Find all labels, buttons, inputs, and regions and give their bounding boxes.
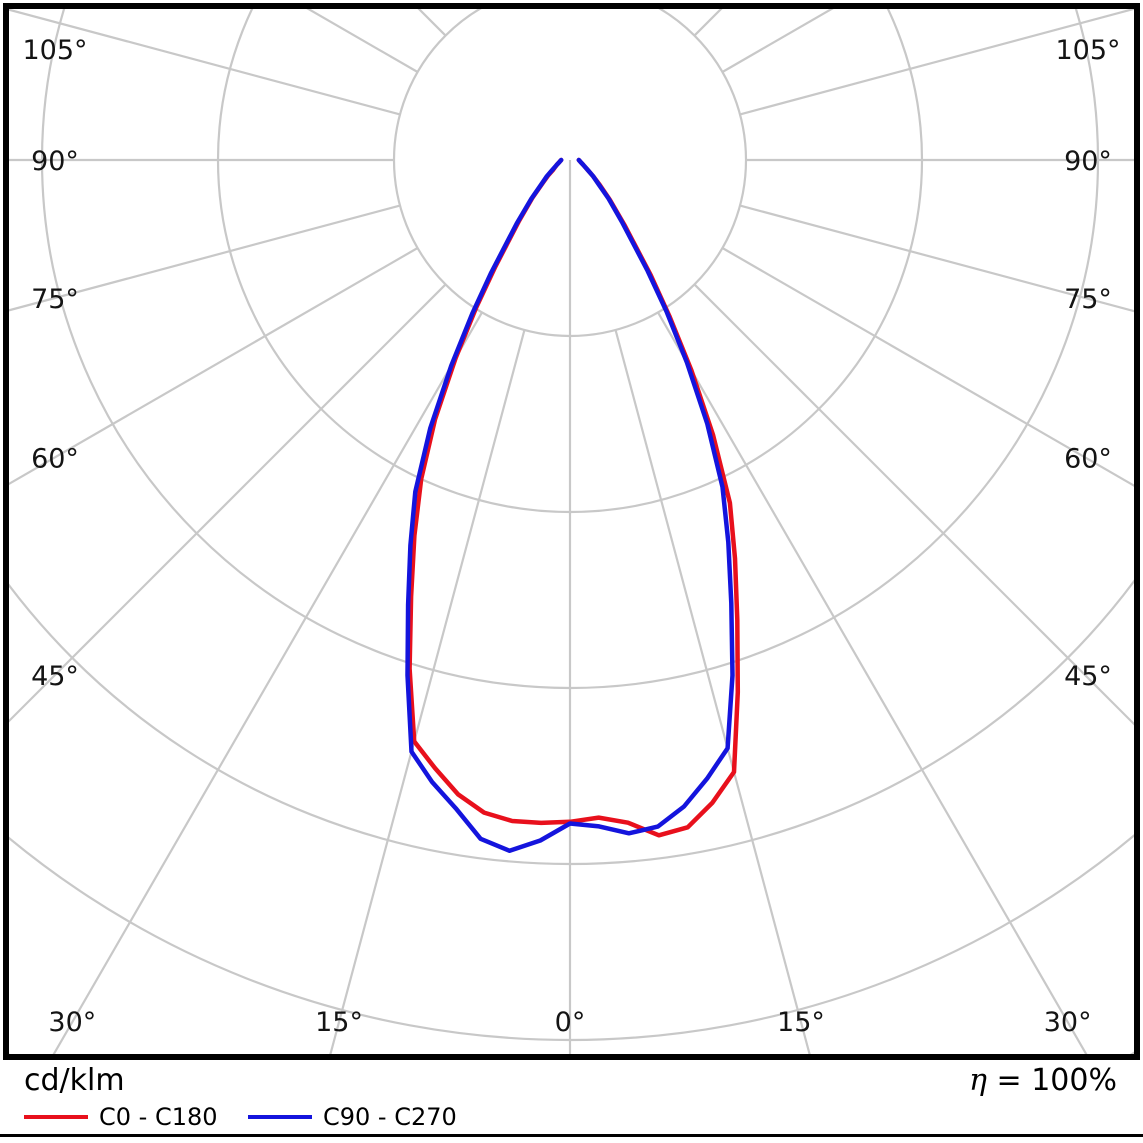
- legend-item-c90-c270: C90 - C270: [248, 1103, 457, 1131]
- legend-line-c0-c180-icon: [24, 1115, 88, 1119]
- eta-equals: =: [996, 1063, 1022, 1098]
- efficiency-value: 100%: [1031, 1063, 1117, 1098]
- svg-text:105°: 105°: [22, 35, 87, 66]
- svg-text:90°: 90°: [31, 146, 79, 177]
- footer-divider: [0, 1134, 1143, 1137]
- svg-text:60°: 60°: [31, 443, 79, 474]
- efficiency-label: η = 100%: [969, 1063, 1117, 1098]
- legend-label-c90-c270: C90 - C270: [323, 1103, 457, 1131]
- svg-text:105°: 105°: [1055, 35, 1120, 66]
- legend-line-c90-c270-icon: [248, 1115, 312, 1119]
- svg-text:75°: 75°: [1064, 284, 1112, 315]
- svg-text:45°: 45°: [1064, 661, 1112, 692]
- polar-diagram-frame: 45° 45° 60° 60° 75° 75° 90° 90° 105° 105° 0° 15° 15°…: [3, 3, 1140, 1060]
- svg-text:15°: 15°: [777, 1007, 825, 1038]
- eta-symbol: η: [969, 1063, 987, 1098]
- svg-text:75°: 75°: [31, 284, 79, 315]
- radial-unit-label: cd/klm: [24, 1063, 125, 1098]
- legend-label-c0-c180: C0 - C180: [99, 1103, 218, 1131]
- legend-item-c0-c180: C0 - C180: [24, 1103, 218, 1131]
- svg-text:30°: 30°: [1044, 1007, 1092, 1038]
- svg-text:30°: 30°: [48, 1007, 96, 1038]
- svg-text:45°: 45°: [31, 661, 79, 692]
- svg-text:15°: 15°: [315, 1007, 363, 1038]
- svg-text:0°: 0°: [555, 1007, 586, 1038]
- svg-text:60°: 60°: [1064, 443, 1112, 474]
- polar-intensity-chart: 45° 45° 60° 60° 75° 75° 90° 90° 105° 105° 0° 15° 15°…: [9, 9, 1134, 1054]
- svg-text:90°: 90°: [1064, 146, 1112, 177]
